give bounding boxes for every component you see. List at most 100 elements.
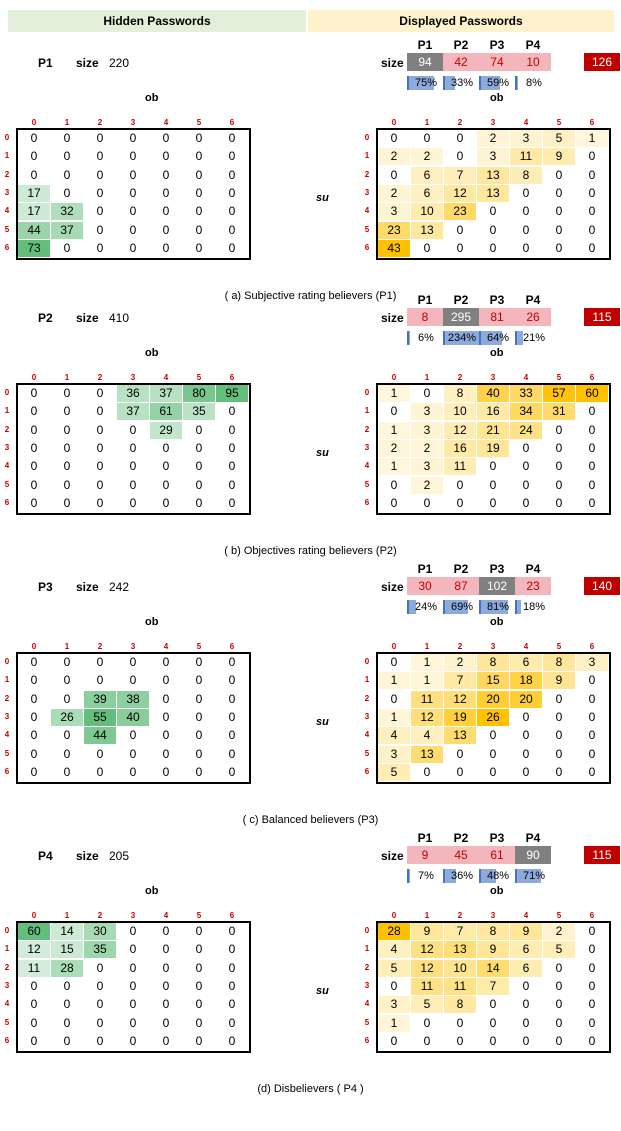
displayed-cell: 23 — [378, 221, 410, 239]
hidden-cell: 0 — [96, 477, 104, 492]
hidden-cell: 0 — [96, 440, 104, 455]
displayed-cell: 2 — [411, 439, 443, 457]
count-cell: 61 — [479, 846, 515, 864]
displayed-ob-label: ob — [490, 616, 504, 628]
displayed-cell: 0 — [390, 495, 398, 510]
hidden-cell: 35 — [84, 941, 116, 959]
displayed-cell: 0 — [456, 222, 464, 237]
displayed-cell: 0 — [390, 404, 398, 419]
displayed-row-tick: 3 — [364, 187, 370, 197]
displayed-cell: 0 — [588, 185, 596, 200]
hidden-cell: 0 — [63, 655, 71, 669]
hidden-cell: 0 — [30, 673, 38, 688]
displayed-cell: 2 — [543, 923, 575, 940]
count-cell: 8 — [407, 308, 443, 326]
displayed-cell: 0 — [390, 655, 398, 669]
displayed-cell: 0 — [555, 440, 563, 455]
displayed-cell: 0 — [522, 978, 530, 993]
displayed-cell: 12 — [411, 941, 443, 959]
hidden-grid: 0 0 0 0 0 0 0 0 0 0 0 0 0 0 0 0 39 38 0 0 0 0 26 55 40 0 0 0 0 0 44 0 0 0… — [16, 652, 251, 785]
displayed-cell: 0 — [588, 691, 596, 706]
hidden-cell: 0 — [195, 459, 203, 474]
hidden-cell: 0 — [162, 655, 170, 669]
displayed-cell: 13 — [477, 184, 509, 202]
percent-bar-fill — [407, 600, 416, 614]
displayed-cell: 60 — [576, 385, 608, 402]
hidden-cell: 0 — [195, 764, 203, 779]
displayed-cell: 2 — [378, 148, 410, 166]
hidden-cell: 0 — [162, 691, 170, 706]
displayed-cell: 0 — [522, 240, 530, 255]
displayed-cell: 0 — [555, 185, 563, 200]
hidden-col-tick: 1 — [64, 642, 70, 651]
hidden-cell: 26 — [51, 708, 83, 726]
displayed-cell: 0 — [555, 997, 563, 1012]
hidden-cell: 38 — [117, 690, 149, 708]
displayed-col-tick: 6 — [589, 911, 595, 920]
total-badge: 126 — [584, 53, 620, 71]
hidden-cell: 0 — [195, 477, 203, 492]
hidden-cell: 0 — [96, 655, 104, 669]
hidden-cell: 0 — [96, 149, 104, 164]
size-label: size — [76, 56, 99, 70]
hidden-cell: 37 — [150, 385, 182, 402]
displayed-cell: 0 — [489, 477, 497, 492]
hidden-cell: 37 — [51, 221, 83, 239]
hidden-cell: 0 — [30, 655, 38, 669]
hidden-cell: 0 — [63, 422, 71, 437]
hidden-cell: 0 — [162, 149, 170, 164]
hidden-row-tick: 4 — [4, 999, 10, 1009]
hidden-cell: 0 — [96, 673, 104, 688]
displayed-cell: 11 — [411, 690, 443, 708]
hidden-cell: 0 — [30, 709, 38, 724]
displayed-size-label: size — [381, 580, 404, 594]
hidden-cell: 0 — [30, 459, 38, 474]
displayed-cell: 2 — [444, 654, 476, 671]
hidden-row-tick: 3 — [4, 442, 10, 452]
displayed-cell: 0 — [489, 1015, 497, 1030]
displayed-cell: 57 — [543, 385, 575, 402]
hidden-cell: 0 — [30, 495, 38, 510]
percent-bar: 64% — [479, 330, 517, 346]
displayed-cell: 0 — [522, 204, 530, 219]
displayed-cell: 0 — [489, 222, 497, 237]
displayed-cell: 0 — [522, 459, 530, 474]
displayed-cell: 0 — [555, 222, 563, 237]
displayed-row-tick: 4 — [364, 206, 370, 216]
displayed-cell: 0 — [423, 240, 431, 255]
displayed-row-tick: 1 — [364, 675, 370, 685]
size-value: 242 — [109, 580, 130, 594]
hidden-row-tick: 0 — [4, 926, 10, 935]
hidden-cell: 0 — [195, 709, 203, 724]
hidden-cell: 0 — [129, 422, 137, 437]
hidden-cell: 0 — [162, 440, 170, 455]
hidden-cell: 0 — [228, 167, 236, 182]
hidden-cell: 40 — [117, 708, 149, 726]
displayed-cell: 0 — [588, 422, 596, 437]
displayed-cell: 0 — [588, 728, 596, 743]
displayed-cell: 0 — [588, 978, 596, 993]
hidden-cell: 0 — [30, 167, 38, 182]
displayed-grid: 28 9 7 8 9 2 0 4 12 13 9 6 5 0 5 12 10 14 6 0 0 0 11 11 7 0 0 0 3 5 8 0… — [376, 921, 611, 1054]
hidden-cell: 0 — [30, 440, 38, 455]
hidden-cell: 0 — [162, 240, 170, 255]
hidden-cell: 0 — [30, 477, 38, 492]
displayed-cell: 0 — [588, 709, 596, 724]
hidden-cell: 0 — [162, 495, 170, 510]
hidden-row-tick: 0 — [4, 388, 10, 397]
hidden-col-tick: 2 — [97, 911, 103, 920]
displayed-grid: 0 1 2 8 6 8 3 1 1 7 15 18 9 0 0 11 12 20 20 0 0 1 12 19 26 0 0 0 4 4 1… — [376, 652, 611, 785]
hidden-cell: 0 — [96, 240, 104, 255]
size-value: 220 — [109, 56, 130, 70]
hidden-cell: 0 — [195, 1015, 203, 1030]
hidden-cell: 0 — [195, 728, 203, 743]
displayed-row-tick: 0 — [364, 926, 370, 935]
displayed-cell: 0 — [555, 746, 563, 761]
displayed-cell: 0 — [456, 149, 464, 164]
su-label: su — [316, 192, 329, 204]
hidden-col-tick: 5 — [196, 373, 202, 382]
displayed-cell: 1 — [378, 708, 410, 726]
hidden-cell: 0 — [63, 1015, 71, 1030]
hidden-cell: 0 — [228, 978, 236, 993]
hidden-cell: 0 — [162, 978, 170, 993]
